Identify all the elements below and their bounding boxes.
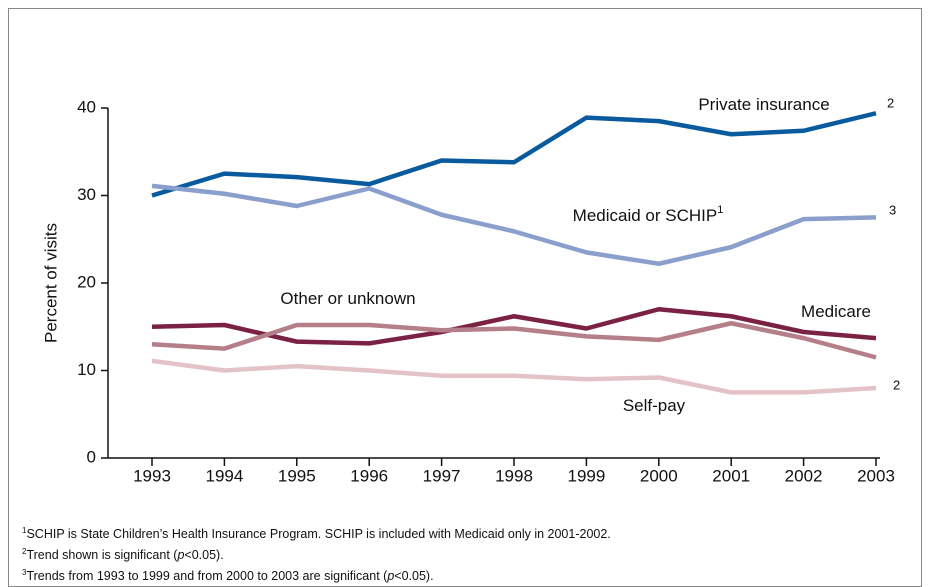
x-tick-label: 1996 xyxy=(350,466,388,485)
x-tick-label: 1993 xyxy=(133,466,171,485)
x-tick-label: 2003 xyxy=(857,466,895,485)
footnote: 3Trends from 1993 to 1999 and from 2000 … xyxy=(22,564,611,585)
footnote: 2Trend shown is significant (p<0.05). xyxy=(22,543,611,564)
y-tick-label: 10 xyxy=(77,360,96,379)
series-name: Other or unknown xyxy=(280,289,415,308)
y-tick-label: 20 xyxy=(77,272,96,291)
y-axis-label: Percent of visits xyxy=(41,223,60,343)
x-tick-label: 2001 xyxy=(712,466,750,485)
series-label: Private insurance xyxy=(698,95,829,114)
footnote-text: <0.05). xyxy=(184,548,224,562)
series-label: Medicare xyxy=(801,302,871,321)
x-tick-label: 1998 xyxy=(495,466,533,485)
footnote-text: Trends from 1993 to 1999 and from 2000 t… xyxy=(26,569,388,583)
x-tick-label: 2002 xyxy=(785,466,823,485)
series-line xyxy=(151,358,877,395)
trend-note: 3 xyxy=(889,202,896,217)
footnote-text: p xyxy=(177,548,185,562)
series-label: Other or unknown xyxy=(280,289,415,308)
series-name-sup: 1 xyxy=(717,204,723,216)
x-tick-label: 1994 xyxy=(205,466,243,485)
series-label: Self-pay xyxy=(623,396,686,415)
series-name: Private insurance xyxy=(698,95,829,114)
x-tick-label: 1995 xyxy=(278,466,316,485)
series-label: Medicaid or SCHIP1 xyxy=(573,204,724,226)
footnote: 1SCHIP is State Children’s Health Insura… xyxy=(22,522,611,543)
y-tick-label: 30 xyxy=(77,185,96,204)
y-tick-label: 0 xyxy=(87,447,96,466)
footnote-mark: 3 xyxy=(22,568,27,577)
series-line xyxy=(151,111,877,198)
y-tick-label: 40 xyxy=(77,97,96,116)
footnote-text: Trend shown is significant ( xyxy=(26,548,178,562)
x-tick-label: 1999 xyxy=(567,466,605,485)
footnote-mark: 1 xyxy=(22,526,27,535)
footnote-mark: 2 xyxy=(22,547,27,556)
series-line xyxy=(151,183,877,266)
series-name: Medicare xyxy=(801,302,871,321)
series-name: Medicaid or SCHIP xyxy=(573,206,718,225)
series-line xyxy=(151,321,877,360)
x-tick-label: 1997 xyxy=(423,466,461,485)
series-line xyxy=(151,307,877,346)
x-tick-label: 2000 xyxy=(640,466,678,485)
footnote-text: SCHIP is State Children’s Health Insuran… xyxy=(26,527,611,541)
footnote-text: <0.05). xyxy=(394,569,434,583)
footnote-text: p xyxy=(387,569,395,583)
footnotes: 1SCHIP is State Children’s Health Insura… xyxy=(22,522,611,585)
series-name: Self-pay xyxy=(623,396,686,415)
trend-note: 2 xyxy=(893,377,900,392)
trend-note: 2 xyxy=(887,95,894,110)
